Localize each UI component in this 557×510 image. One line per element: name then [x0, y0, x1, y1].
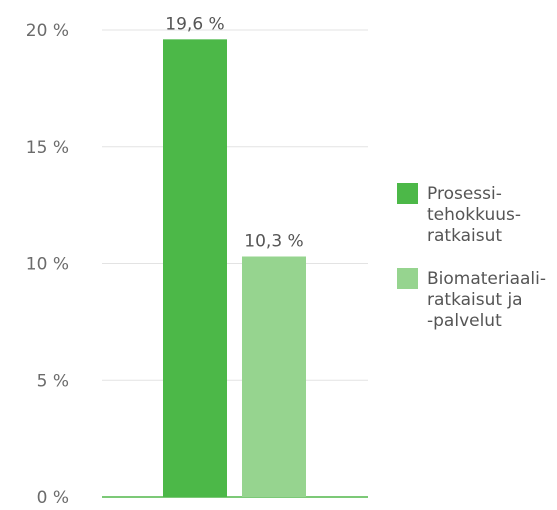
legend: Prosessi-tehokkuus-ratkaisut Biomateriaal… [397, 183, 546, 331]
y-tick-label: 20 % [26, 21, 69, 41]
legend-swatch [397, 268, 418, 289]
gridlines [102, 29, 368, 381]
data-label: 19,6 % [165, 14, 224, 34]
bars [163, 39, 306, 498]
y-axis: 0 % 5 % 10 % 15 % 20 % [26, 21, 368, 508]
legend-label: Biomateriaali-ratkaisut ja -palvelut [427, 269, 546, 331]
data-labels: 19,6 % 10,3 % [165, 14, 303, 251]
y-tick-label: 10 % [26, 255, 69, 275]
legend-swatch [397, 183, 418, 204]
y-tick-label: 5 % [37, 371, 69, 391]
bar [163, 39, 227, 498]
y-tick-label: 0 % [37, 488, 69, 506]
bar [242, 256, 306, 497]
data-label: 10,3 % [244, 231, 303, 251]
legend-label: Prosessi-tehokkuus-ratkaisut [427, 184, 521, 246]
y-tick-label: 15 % [26, 138, 69, 158]
